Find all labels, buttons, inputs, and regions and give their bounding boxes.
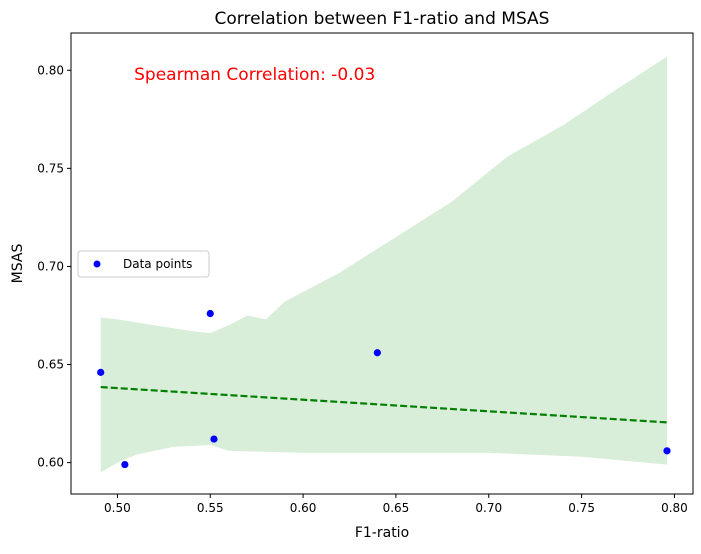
legend-marker [93,260,101,268]
legend-label: Data points [123,257,192,271]
x-tick-label: 0.65 [383,501,410,515]
y-axis-title: MSAS [10,244,26,284]
regression-line [100,385,668,424]
legend: Data points [77,250,210,278]
confidence-band [100,56,668,473]
x-tick-label: 0.75 [568,501,595,515]
data-point-1 [97,368,105,376]
x-tick-label: 0.55 [197,501,224,515]
legend-box [77,250,210,278]
data-point-6 [663,447,671,455]
y-tick-label: 0.75 [37,161,64,175]
chart-title: Correlation between F1-ratio and MSAS [215,9,550,29]
x-tick-label: 0.80 [661,501,688,515]
y-tick-label: 0.60 [37,456,64,470]
data-point-3 [206,309,214,318]
x-tick-label: 0.50 [104,501,131,515]
x-axis-title: F1-ratio [355,525,409,541]
x-tick-label: 0.70 [475,501,502,515]
data-point-4 [210,435,218,443]
data-point-5 [373,349,381,357]
data-point-2 [121,460,129,469]
x-tick-label: 0.60 [290,501,317,515]
plot-frame [70,32,694,495]
y-tick-label: 0.80 [37,63,64,77]
y-tick-label: 0.65 [37,358,64,372]
y-tick-label: 0.70 [37,259,64,273]
spearman-annotation: Spearman Correlation: -0.03 [134,65,375,85]
